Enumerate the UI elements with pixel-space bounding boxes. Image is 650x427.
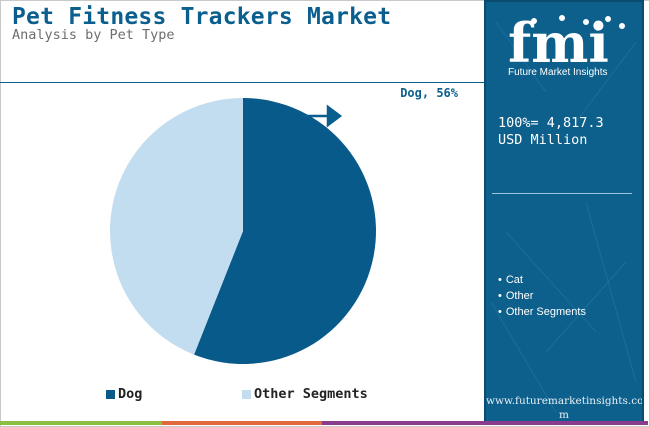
bottom-bar-green — [0, 421, 162, 425]
market-total-unit: USD Million — [498, 132, 588, 148]
website-line-1: www.futuremarketinsights.co — [486, 395, 644, 407]
info-panel: fmi Future Market Insights 100%= 4,817.3… — [484, 0, 644, 425]
pie-chart: Dog, 56% — [109, 86, 459, 364]
fmi-logo: fmi — [508, 12, 625, 75]
website-line-2: m — [559, 409, 569, 421]
bottom-bar-orange — [162, 421, 322, 425]
legend-swatch-dog — [106, 389, 115, 399]
panel-texture — [490, 21, 637, 413]
market-total-value: 100%= 4,817.3 — [498, 115, 604, 131]
legend-label-other-segments: Other Segments — [254, 386, 368, 402]
fmi-logo-letters: fmi — [508, 12, 609, 75]
pie-slice-other-segments — [109, 98, 243, 355]
panel-divider — [492, 193, 632, 194]
legend-label-dog: Dog — [118, 386, 143, 402]
legend-item-other-segments: Other Segments — [242, 386, 368, 402]
segment-label-other: Other — [505, 290, 534, 302]
website-link[interactable]: www.futuremarketinsights.co m — [486, 394, 642, 422]
segment-item: • Other — [498, 288, 586, 304]
legend-item-dog: Dog — [106, 386, 142, 402]
segment-item: • Other Segments — [498, 304, 586, 320]
header-divider — [0, 82, 484, 83]
pie-slice-dog — [194, 98, 376, 364]
segment-label-other-segments: Other Segments — [505, 306, 586, 318]
chart-title: Pet Fitness Trackers Market — [12, 4, 392, 30]
bottom-bar-purple — [322, 421, 648, 425]
segment-label-cat: Cat — [505, 274, 523, 286]
bullet-icon: • — [498, 290, 502, 302]
segment-item: • Cat — [498, 272, 586, 288]
chart-subtitle: Analysis by Pet Type — [12, 27, 175, 43]
annotation-arrow-icon — [302, 104, 343, 128]
legend-swatch-other-segments — [242, 389, 251, 399]
data-label-dog: Dog, 56% — [400, 86, 459, 100]
bullet-icon: • — [498, 306, 502, 318]
fmi-logo-caption: Future Market Insights — [508, 67, 608, 78]
bottom-color-bar — [0, 421, 648, 425]
bullet-icon: • — [498, 274, 502, 286]
other-segments-list: • Cat • Other • Other Segments — [498, 272, 586, 320]
market-total: 100%= 4,817.3 USD Million — [498, 115, 604, 149]
